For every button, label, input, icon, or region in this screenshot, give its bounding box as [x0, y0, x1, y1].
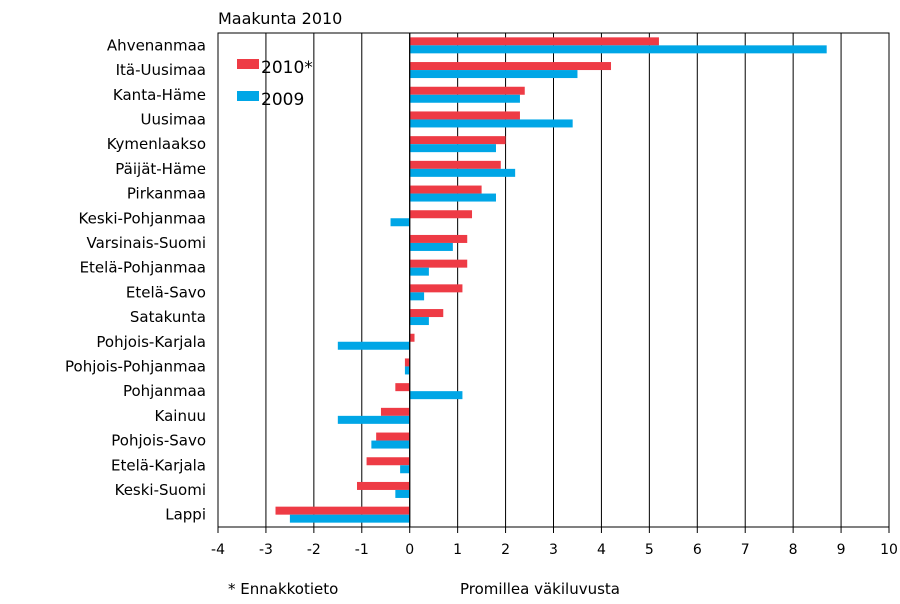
legend-label: 2009 — [261, 90, 304, 110]
category-label: Pohjois-Savo — [111, 432, 206, 450]
x-tick-label: -2 — [307, 542, 321, 558]
category-label: Varsinais-Suomi — [86, 234, 206, 252]
bar-2010 — [409, 160, 501, 169]
bar-2009 — [409, 45, 827, 54]
category-label: Uusimaa — [141, 110, 206, 128]
bar-2010 — [409, 333, 415, 342]
category-label: Etelä-Savo — [126, 283, 206, 301]
x-tick-label: 0 — [405, 542, 414, 558]
x-ticks: -4 -3 -2 -1 0 1 2 3 4 5 6 7 8 9 10 — [211, 527, 898, 558]
bar-2010 — [356, 481, 410, 490]
x-axis-label: Promillea väkiluvusta — [460, 580, 620, 598]
x-tick-label: -3 — [259, 542, 273, 558]
bar-2010 — [380, 407, 410, 416]
bar-2010 — [409, 210, 473, 219]
category-label: Etelä-Pohjanmaa — [80, 259, 206, 277]
bar-2009 — [371, 440, 410, 449]
legend-label: 2010* — [261, 58, 313, 78]
bar-2010 — [376, 432, 410, 441]
bars — [275, 37, 827, 523]
category-label: Pohjanmaa — [123, 382, 206, 400]
x-tick-label: 2 — [501, 542, 510, 558]
bar-2009 — [404, 366, 410, 375]
category-label: Kymenlaakso — [107, 135, 206, 153]
bar-2010 — [409, 136, 506, 145]
category-label: Pirkanmaa — [127, 185, 206, 203]
footnote: * Ennakkotieto — [228, 580, 338, 598]
bar-2009 — [409, 70, 578, 79]
bar-2010 — [275, 506, 410, 515]
category-label: Lappi — [165, 506, 206, 524]
bar-2010 — [404, 358, 410, 367]
bar-2009 — [409, 292, 425, 301]
bar-2009 — [409, 391, 463, 400]
bar-2010 — [409, 185, 482, 194]
bar-2010 — [366, 457, 410, 466]
category-labels: Ahvenanmaa Itä-Uusimaa Kanta-Häme Uusimaa Ky… — [65, 36, 206, 523]
category-label: Satakunta — [130, 308, 206, 326]
bar-2009 — [395, 489, 410, 498]
bar-2009 — [409, 242, 453, 251]
bar-2010 — [395, 383, 410, 392]
bar-2009 — [409, 267, 429, 276]
x-tick-label: 1 — [453, 542, 462, 558]
bar-2010 — [409, 37, 659, 46]
x-tick-label: 8 — [789, 542, 798, 558]
category-label: Kanta-Häme — [113, 86, 206, 104]
bar-2009 — [390, 218, 410, 227]
x-tick-label: 4 — [597, 542, 606, 558]
x-tick-label: 7 — [741, 542, 750, 558]
bar-2010 — [409, 234, 468, 243]
legend-swatch — [237, 91, 259, 101]
bar-2009 — [409, 168, 516, 177]
x-tick-label: -4 — [211, 542, 225, 558]
bar-2009 — [409, 193, 496, 202]
bar-2010 — [409, 284, 463, 293]
gridlines — [265, 33, 842, 527]
legend-swatch — [237, 59, 259, 69]
bar-2010 — [409, 86, 525, 95]
category-label: Keski-Suomi — [115, 481, 206, 499]
bar-2009 — [337, 415, 410, 424]
bar-2009 — [409, 94, 520, 103]
category-label: Etelä-Karjala — [111, 456, 206, 474]
category-label: Pohjois-Pohjanmaa — [65, 357, 206, 375]
bar-2010 — [409, 111, 520, 120]
category-label: Kainuu — [155, 407, 206, 425]
bar-2010 — [409, 62, 612, 71]
bar-2009 — [409, 317, 429, 326]
bar-2009 — [409, 119, 573, 128]
x-tick-label: 5 — [645, 542, 654, 558]
bar-2009 — [409, 144, 496, 153]
x-tick-label: 3 — [549, 542, 558, 558]
bar-2009 — [337, 341, 410, 350]
x-tick-label: 6 — [693, 542, 702, 558]
category-label: Ahvenanmaa — [107, 36, 206, 54]
bar-2010 — [409, 259, 468, 268]
category-label: Päijät-Häme — [115, 160, 206, 178]
x-tick-label: -1 — [355, 542, 369, 558]
category-label: Pohjois-Karjala — [96, 333, 206, 351]
legend: 2010* 2009 — [237, 58, 313, 110]
x-tick-label: 10 — [880, 542, 898, 558]
category-label: Itä-Uusimaa — [116, 61, 206, 79]
category-label: Keski-Pohjanmaa — [79, 209, 206, 227]
chart-title: Maakunta 2010 — [218, 9, 342, 28]
bar-2009 — [289, 514, 410, 523]
bar-2010 — [409, 309, 444, 318]
bar-2009 — [400, 465, 410, 474]
x-tick-label: 9 — [837, 542, 846, 558]
